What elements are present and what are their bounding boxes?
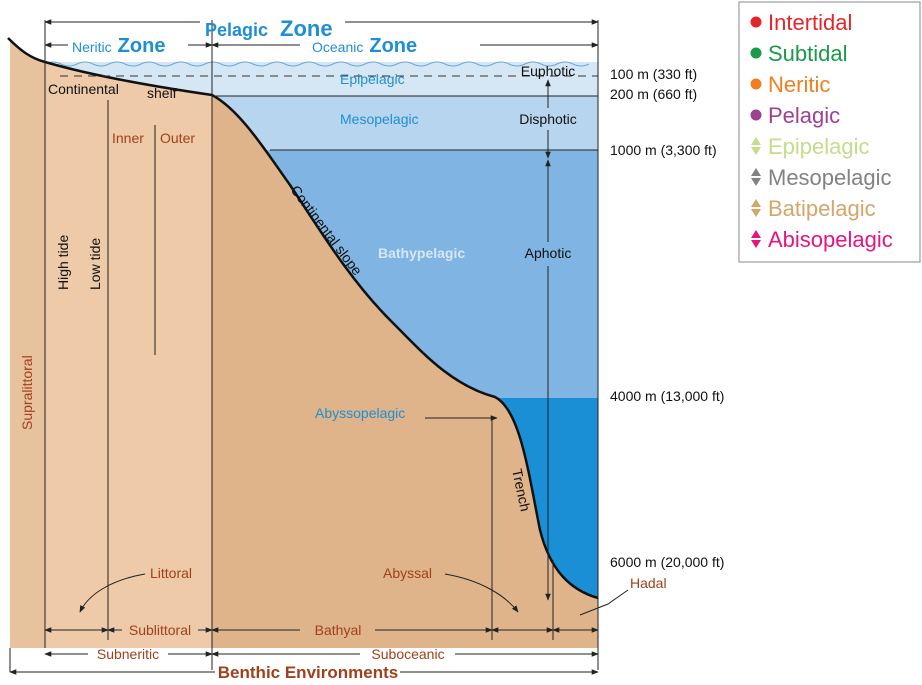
- layer-label: Epipelagic: [340, 71, 405, 87]
- abyssal-label: Abyssal: [383, 565, 432, 581]
- zone-name: Neritic: [72, 39, 112, 55]
- diagram: PelagicZone NeriticZone OceanicZone Epip…: [0, 0, 922, 680]
- tide-label: Low tide: [87, 238, 103, 290]
- zone-title: Oceanic Zone: [312, 35, 417, 57]
- zone-word: Zone: [280, 16, 333, 41]
- depth-label: 4000 m (13,000 ft): [610, 388, 724, 404]
- benthic-label: Sublittoral: [129, 622, 191, 638]
- light-label: Euphotic: [521, 63, 575, 79]
- littoral-label: Littoral: [150, 565, 192, 581]
- hadal-label: Hadal: [630, 575, 667, 591]
- legend-marker: [751, 48, 762, 59]
- benthic-label: Bathyal: [315, 622, 362, 638]
- depth-label: 200 m (660 ft): [610, 86, 697, 102]
- light-label: Disphotic: [519, 111, 577, 127]
- layer-label: Abyssopelagic: [315, 405, 405, 421]
- zone-word: Zone: [369, 35, 417, 57]
- depth-label: 100 m (330 ft): [610, 66, 697, 82]
- legend-label: Mesopelagic: [768, 165, 892, 190]
- depth-label: 1000 m (3,300 ft): [610, 142, 717, 158]
- depth-label: 6000 m (20,000 ft): [610, 554, 724, 570]
- layer-label: Mesopelagic: [340, 111, 419, 127]
- legend-label: Subtidal: [768, 41, 848, 66]
- legend-marker: [751, 17, 762, 28]
- legend-marker: [751, 79, 762, 90]
- zone-title: Neritic Zone: [72, 35, 165, 57]
- shelf-label: Outer: [160, 130, 195, 146]
- zone-title: Pelagic Zone: [205, 16, 333, 41]
- shelf-land: [45, 62, 212, 648]
- legend-label: Epipelagic: [768, 134, 870, 159]
- shelf-label: Inner: [112, 130, 144, 146]
- light-label: Aphotic: [525, 245, 572, 261]
- legend-label: Batipelagic: [768, 196, 876, 221]
- zone-name: Oceanic: [312, 39, 363, 55]
- legend-label: Pelagic: [768, 103, 840, 128]
- benthic-label: Subneritic: [97, 646, 159, 662]
- benthic-title: Benthic Environments: [218, 663, 398, 680]
- legend-label: Neritic: [768, 72, 830, 97]
- supralittoral-land: [10, 40, 45, 648]
- benthic-label: Suboceanic: [371, 646, 444, 662]
- shelf-label: Continental: [48, 81, 119, 97]
- zone-name: Pelagic: [205, 20, 268, 40]
- layer-label: Bathypelagic: [378, 245, 465, 261]
- legend-label: Intertidal: [768, 10, 852, 35]
- zone-word: Zone: [118, 35, 166, 57]
- shelf-label: shelf: [147, 85, 177, 101]
- tide-label: High tide: [55, 235, 71, 290]
- supralittoral-label: Supralittoral: [19, 355, 35, 430]
- legend-marker: [751, 110, 762, 121]
- legend-label: Abisopelagic: [768, 227, 893, 252]
